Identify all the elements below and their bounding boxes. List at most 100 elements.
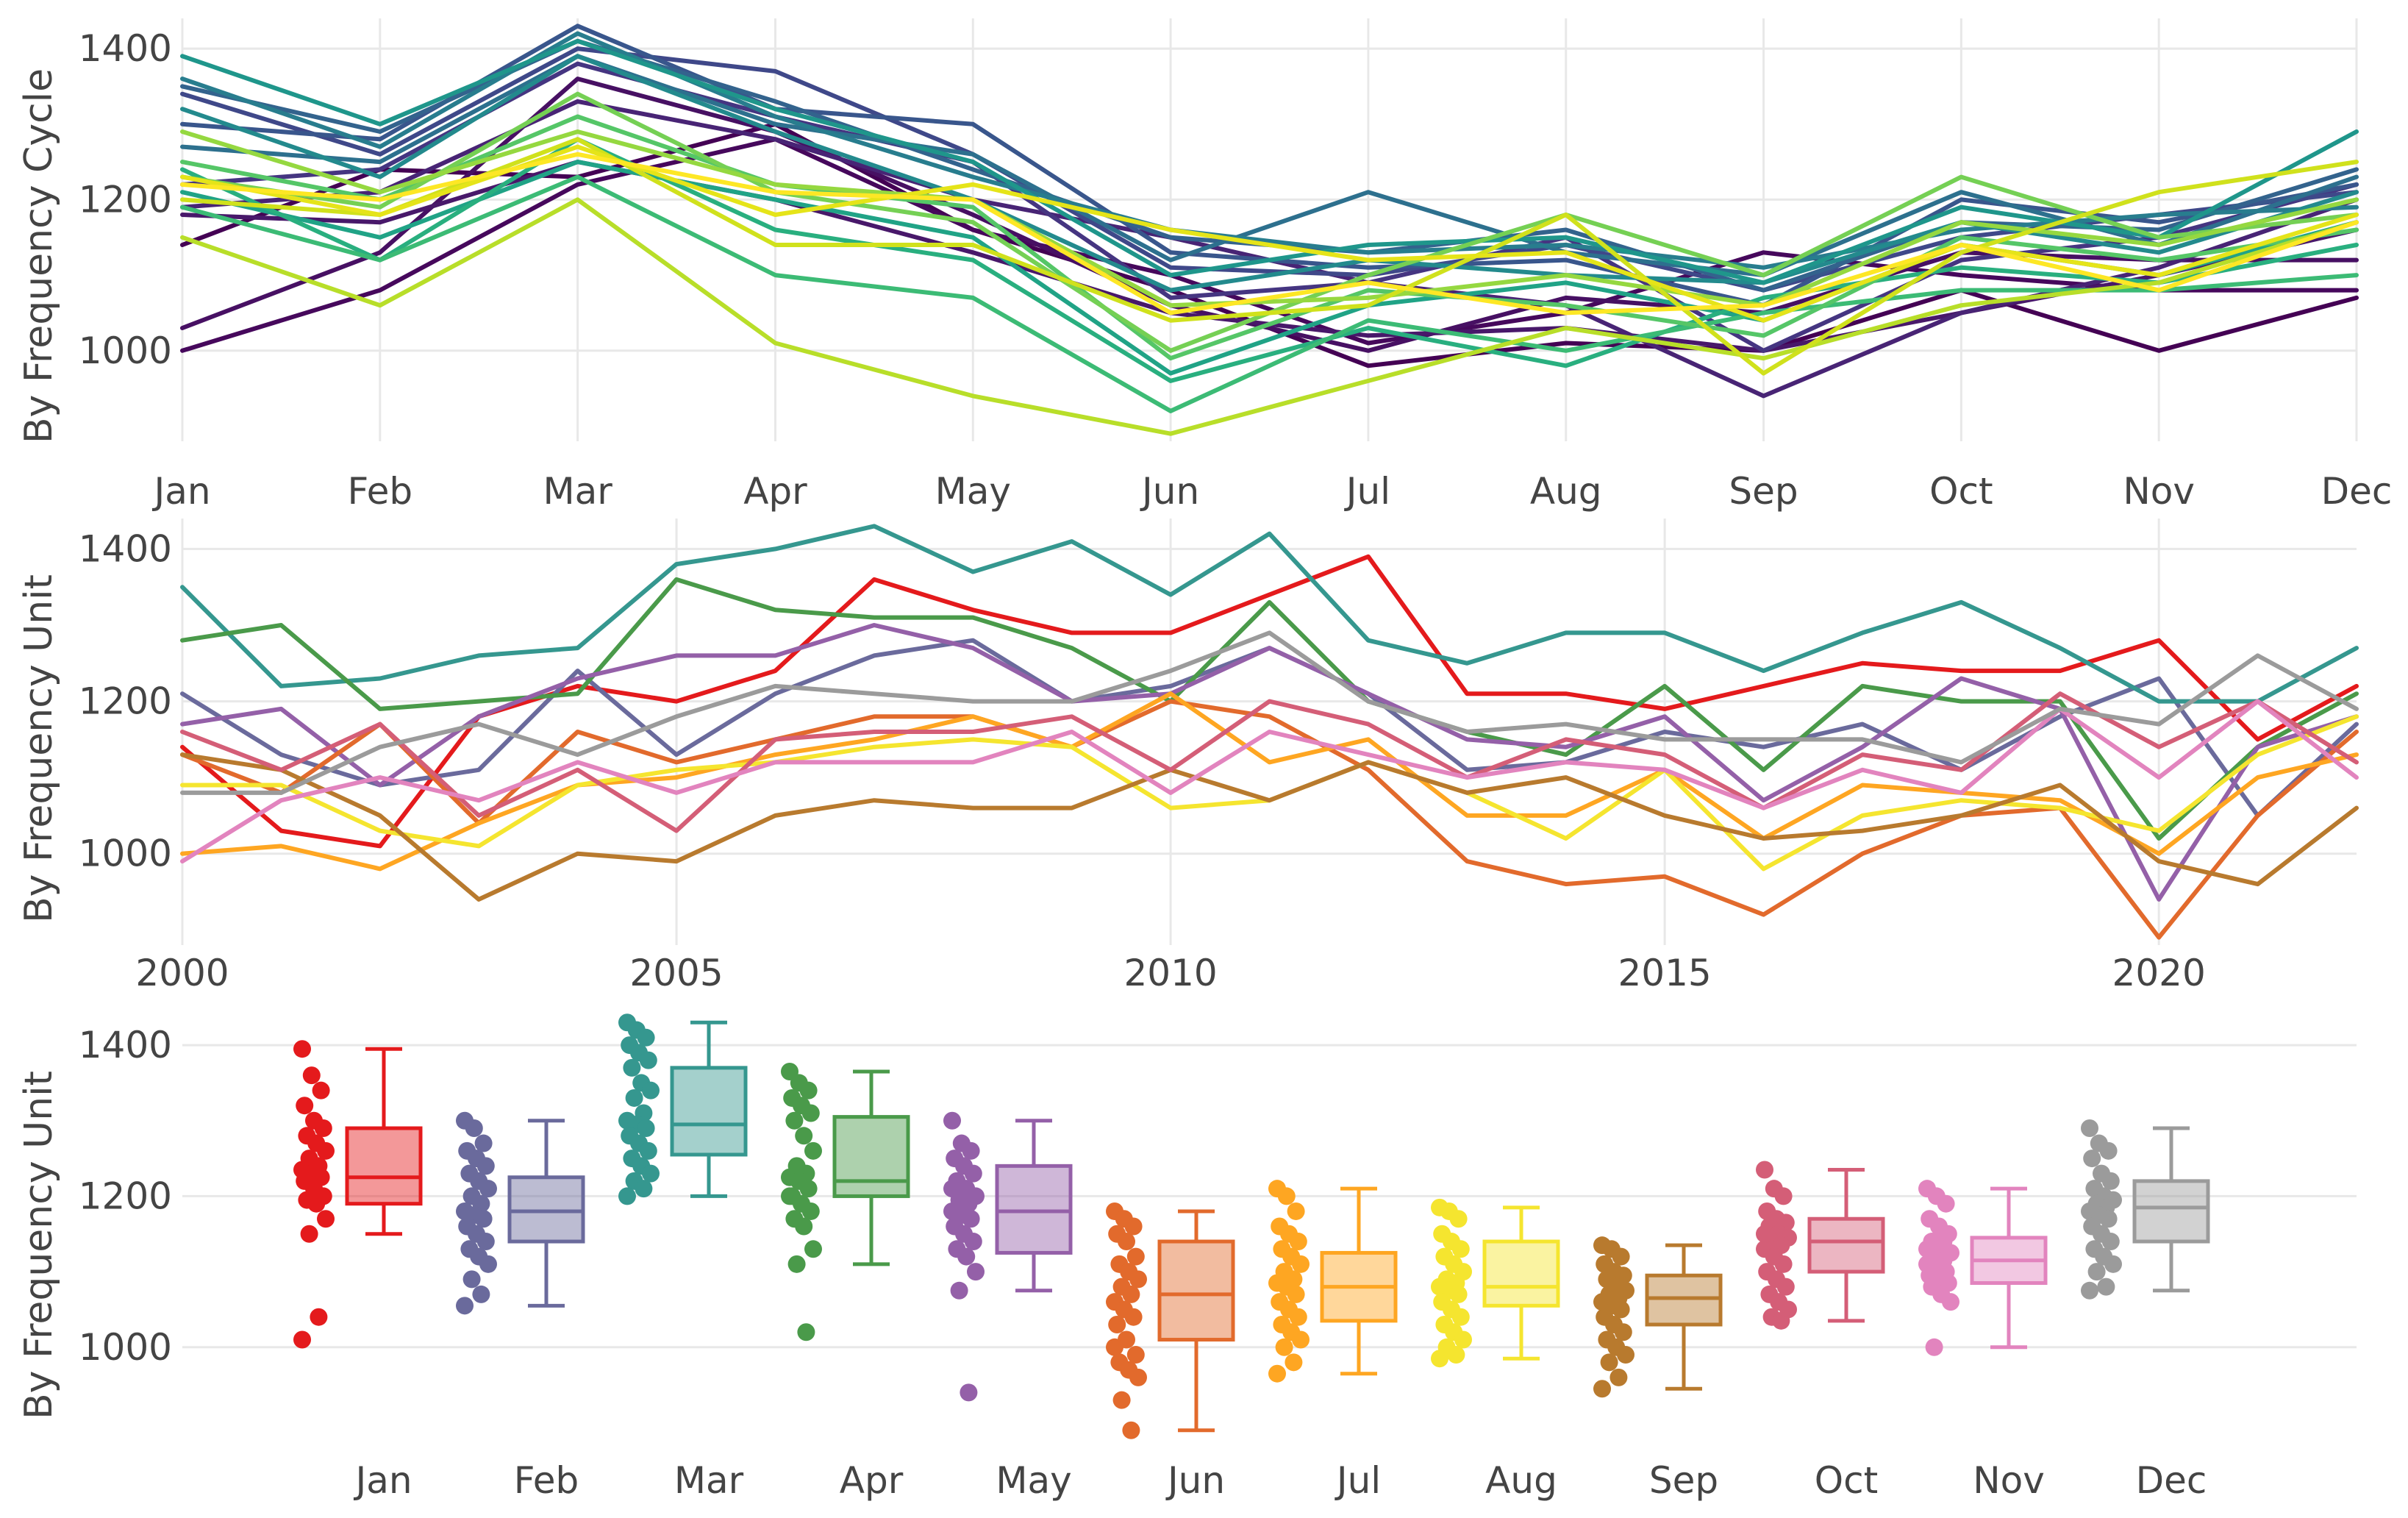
box-point-May: [962, 1210, 980, 1228]
unit-x-tick-label: 2020: [2112, 952, 2206, 994]
box-group-Mar: [618, 1013, 748, 1205]
box-point-Jun: [1122, 1285, 1140, 1303]
box-point-Mar: [637, 1028, 655, 1047]
cycle-series-line-2005: [180, 61, 2359, 353]
box-point-Oct: [1772, 1311, 1790, 1330]
box-point-Nov: [1925, 1338, 1943, 1356]
box-point-Apr: [785, 1111, 804, 1130]
box-point-Jan: [302, 1066, 321, 1085]
box-point-Jan: [293, 1330, 311, 1349]
box-iqr-Jan: [345, 1126, 423, 1206]
unit-series-line-Nov: [180, 699, 2359, 864]
box-group-Nov: [1918, 1180, 2048, 1356]
box-point-May: [962, 1141, 980, 1160]
box-group-Aug: [1431, 1198, 1560, 1368]
panel-by-cycle: 1000 1200 1400 By Frequency Cycle Jan Feb Mar A…: [17, 18, 2392, 513]
box-point-Jun: [1126, 1346, 1145, 1364]
box-iqr-Apr: [832, 1115, 910, 1198]
box-point-Jul: [1287, 1202, 1305, 1220]
box-point-Nov: [1942, 1293, 1959, 1311]
cycle-y-tick-label: 1200: [79, 178, 172, 221]
box-group-Feb: [456, 1111, 585, 1315]
box-point-Jul: [1289, 1308, 1307, 1326]
box-point-Jan: [314, 1119, 332, 1138]
box-point-Jul: [1285, 1353, 1303, 1372]
box-point-Feb: [474, 1134, 493, 1152]
box-point-Jul: [1275, 1338, 1293, 1356]
unit-series-line-Dec: [180, 630, 2359, 795]
box-point-Feb: [474, 1210, 493, 1228]
box-point-Dec: [2104, 1255, 2122, 1273]
box-x-tick-label: Nov: [1973, 1459, 2045, 1502]
box-point-Sep: [1600, 1353, 1618, 1372]
box-iqr-Jun: [1157, 1239, 1235, 1342]
cycle-x-tick-label: Sep: [1729, 470, 1798, 513]
box-x-tick-label: Jan: [353, 1459, 412, 1502]
box-point-Nov: [1934, 1233, 1953, 1251]
box-point-Feb: [479, 1180, 497, 1198]
box-point-Apr: [787, 1255, 806, 1273]
box-x-tick-label: Dec: [2136, 1459, 2207, 1502]
box-point-Apr: [799, 1081, 818, 1100]
box-point-May: [967, 1263, 985, 1281]
box-point-May: [950, 1281, 968, 1300]
unit-x-tick-label: 2000: [135, 952, 229, 994]
box-point-Jul: [1277, 1187, 1296, 1205]
box-point-Oct: [1756, 1161, 1773, 1179]
box-point-Apr: [801, 1202, 820, 1220]
box-iqr-Feb: [507, 1175, 585, 1244]
box-point-Aug: [1449, 1210, 1468, 1228]
box-point-Dec: [2097, 1278, 2115, 1296]
box-point-Jun: [1129, 1368, 1147, 1386]
box-point-Apr: [804, 1240, 822, 1258]
box-point-Jan: [293, 1040, 311, 1058]
box-group-Sep: [1593, 1236, 1723, 1398]
box-point-May: [964, 1233, 982, 1251]
unit-series-line-Sep: [180, 752, 2359, 902]
box-iqr-Mar: [670, 1066, 748, 1157]
unit-x-tick-label: 2005: [629, 952, 723, 994]
box-y-tick-label: 1200: [79, 1175, 172, 1217]
cycle-x-tick-label: Dec: [2321, 470, 2393, 513]
cycle-x-tick-label: Oct: [1929, 470, 1993, 513]
box-group-Jul: [1268, 1180, 1398, 1383]
box-x-tick-label: Jun: [1165, 1459, 1225, 1502]
box-iqr-Aug: [1482, 1239, 1560, 1308]
cycle-series-line-2022: [180, 152, 2359, 316]
cycle-x-tick-label: Mar: [543, 470, 612, 513]
box-point-Jan: [317, 1210, 335, 1228]
box-group-Dec: [2081, 1119, 2210, 1300]
box-point-Mar: [635, 1180, 653, 1198]
box-point-Feb: [462, 1270, 481, 1289]
cycle-y-tick-label: 1000: [79, 329, 172, 372]
box-point-May: [943, 1180, 961, 1198]
box-point-Sep: [1612, 1247, 1630, 1266]
box-iqr-Oct: [1807, 1216, 1885, 1274]
box-point-Jan: [300, 1225, 318, 1243]
box-point-Dec: [2081, 1281, 2098, 1300]
unit-y-tick-label: 1400: [79, 527, 172, 570]
box-point-Mar: [637, 1119, 655, 1138]
box-iqr-Sep: [1645, 1273, 1723, 1327]
box-point-Sep: [1612, 1300, 1630, 1319]
unit-series-line-Mar: [180, 524, 2359, 704]
unit-y-axis-label: By Frequency Unit: [17, 574, 61, 923]
unit-series-line-Jun: [180, 699, 2359, 940]
box-point-Dec: [2101, 1172, 2120, 1190]
box-point-Jan: [307, 1194, 326, 1213]
box-point-Nov: [1918, 1240, 1936, 1258]
panel-by-year: 1000 1200 1400 By Frequency Unit 2000 2005 201…: [17, 519, 2359, 994]
box-point-Apr: [795, 1127, 813, 1145]
box-point-Jan: [310, 1308, 328, 1326]
box-point-Apr: [797, 1323, 815, 1341]
box-point-Jun: [1106, 1338, 1123, 1356]
box-point-Jul: [1289, 1233, 1307, 1251]
box-point-Jan: [296, 1097, 314, 1115]
box-point-Jun: [1112, 1391, 1131, 1409]
box-iqr-May: [995, 1164, 1073, 1255]
box-point-Mar: [625, 1088, 643, 1107]
box-point-Dec: [2081, 1119, 2098, 1138]
box-point-Jun: [1126, 1247, 1145, 1266]
box-point-Nov: [1937, 1194, 1955, 1213]
cycle-y-tick-label: 1400: [79, 27, 172, 70]
